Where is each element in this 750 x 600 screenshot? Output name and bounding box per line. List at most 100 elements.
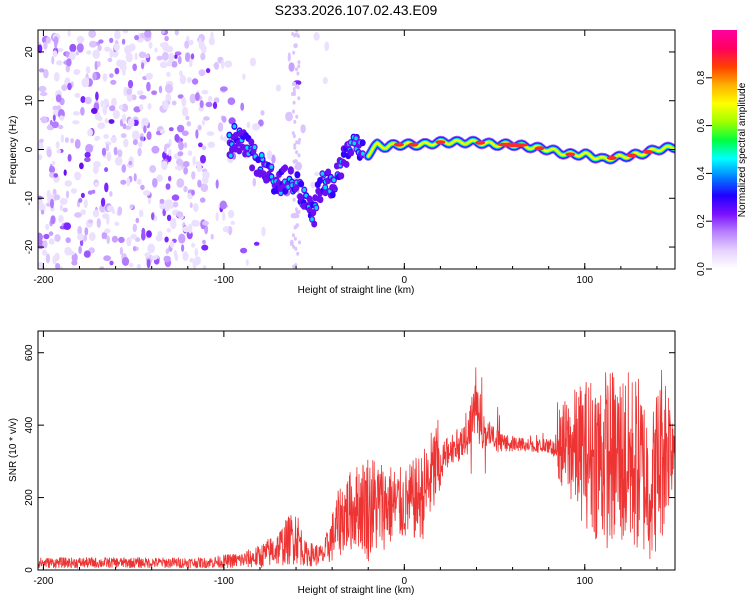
spectrogram-noise-blob	[166, 71, 171, 78]
spectrogram-noise-blob	[134, 35, 140, 41]
spectrogram-noise-blob	[74, 212, 82, 218]
spectrogram-noise-blob	[121, 164, 127, 173]
spectrogram-noise-blob	[130, 233, 137, 240]
spectrogram-noise-blob	[289, 239, 294, 247]
spectrogram-noise-blob	[54, 234, 61, 242]
spectrogram-noise-blob	[300, 124, 306, 134]
spectrogram-noise-blob	[128, 262, 134, 268]
spectrogram-noise-blob	[110, 136, 117, 143]
spectrogram-noise-blob	[109, 191, 113, 197]
spectrogram-noise-blob	[194, 248, 199, 257]
spectrogram-noise-blob	[292, 50, 296, 55]
spectrogram-ridge-blob	[331, 184, 337, 192]
spectrogram-ridge-blob	[260, 170, 267, 178]
spectrogram-noise-blob	[162, 103, 169, 110]
spectrogram-noise-blob	[147, 197, 151, 205]
spectrogram-noise-blob	[297, 96, 301, 101]
snr-series-line	[38, 367, 675, 570]
spectrogram-noise-blob	[151, 145, 160, 154]
spectrogram-noise-blob	[171, 61, 178, 68]
spectrogram-noise-blob	[72, 111, 80, 116]
spectrogram-noise-blob	[291, 31, 295, 36]
spectrogram-noise-blob	[295, 30, 299, 33]
spectrogram-noise-blob	[91, 189, 96, 194]
spectrogram-noise-blob	[122, 30, 129, 34]
spectrogram-noise-blob	[97, 44, 102, 52]
spectrogram-noise-blob	[87, 190, 93, 195]
spectrogram-noise-blob	[296, 71, 300, 76]
spectrogram-ridge-core	[354, 136, 358, 141]
snr-x-axis-label: Height of straight line (km)	[298, 585, 415, 596]
spectrogram-noise-blob	[174, 54, 178, 59]
spectrogram-noise-blob	[102, 73, 108, 82]
spectrogram-noise-blob	[60, 134, 65, 143]
spectrogram-noise-blob	[221, 116, 227, 123]
spectrogram-noise-blob	[89, 232, 96, 242]
y-tick-label: 20	[24, 46, 35, 58]
spectrogram-noise-blob	[196, 162, 202, 173]
spectrogram-noise-blob	[67, 250, 75, 256]
spectrogram-noise-blob	[137, 147, 142, 157]
spectrogram-noise-blob	[189, 93, 196, 104]
spectrogram-ridge-blob	[282, 164, 289, 172]
spectrogram-noise-blob	[100, 197, 106, 207]
spectrogram-noise-blob	[165, 143, 170, 149]
spectrogram-noise-blob	[54, 252, 60, 262]
spectrogram-noise-blob	[169, 240, 175, 248]
spectrogram-ridge-blob	[311, 220, 318, 228]
spectrogram-noise-blob	[138, 209, 144, 218]
spectrogram-ridge-blob	[287, 166, 294, 174]
spectrogram-noise-blob	[242, 73, 246, 80]
spectrogram-noise-blob	[189, 257, 195, 263]
spectrogram-noise-blob	[159, 198, 165, 204]
spectrogram-noise-blob	[184, 40, 190, 49]
spectrogram-ridge-blob	[329, 191, 336, 199]
y-tick-label: 10	[24, 95, 35, 107]
spectrogram-noise-blob	[189, 202, 193, 209]
spectrogram-noise-blob	[275, 84, 281, 92]
spectrogram-noise-blob	[159, 61, 168, 69]
spectrogram-noise-blob	[295, 150, 299, 155]
spectrogram-noise-blob	[99, 266, 105, 269]
spectrogram-noise-blob	[181, 244, 185, 252]
spectrogram-y-ticks: -20 -10 0 10 20	[24, 46, 675, 254]
spectrogram-ridge-blob	[298, 180, 305, 188]
spectrogram-noise-blob	[116, 59, 123, 67]
spectrogram-noise-blob	[132, 63, 137, 72]
spectrogram-noise-blob	[220, 86, 228, 92]
x-tick-label: -200	[33, 275, 53, 286]
spectrogram-noise-blob	[80, 209, 86, 216]
spectrogram-noise-blob	[72, 120, 80, 125]
spectrogram-noise-blob	[208, 36, 215, 46]
spectrogram-noise-blob	[64, 180, 73, 187]
spectrogram-noise-blob	[214, 61, 219, 70]
spectrogram-noise-blob	[38, 44, 43, 54]
spectrogram-noise-blob	[215, 211, 219, 222]
spectrogram-noise-blob	[162, 51, 169, 61]
spectrogram-noise-blob	[141, 231, 146, 241]
spectrogram-y-axis-label: Frequency (Hz)	[8, 116, 19, 185]
spectrogram-noise-blob	[39, 138, 44, 143]
spectrogram-noise-blob	[126, 92, 133, 102]
spectrogram-noise-blob	[103, 134, 109, 139]
spectrogram-noise-blob	[142, 190, 151, 196]
spectrogram-noise-blob	[177, 151, 184, 157]
spectrogram-noise-blob	[176, 124, 185, 133]
spectrogram-ridge-core	[269, 174, 274, 179]
spectrogram-noise-blob	[155, 234, 163, 242]
spectrogram-noise-blob	[52, 105, 59, 111]
spectrogram-noise-blob	[176, 178, 185, 188]
spectrogram-noise-blob	[41, 209, 45, 215]
spectrogram-noise-blob	[83, 250, 91, 258]
spectrogram-noise-blob	[114, 221, 120, 226]
spectrogram-noise-blob	[314, 171, 319, 177]
spectrogram-noise-blob	[50, 215, 56, 225]
spectrogram-noise-blob	[154, 47, 158, 53]
spectrogram-ridge-core	[323, 185, 328, 190]
spectrogram-noise-blob	[133, 173, 137, 182]
spectrogram-noise-blob	[240, 102, 245, 111]
snr-y-ticks: 0 200 400 600	[24, 344, 675, 573]
spectrogram-noise-blob	[112, 109, 120, 119]
spectrogram-noise-blob	[202, 265, 207, 269]
spectrogram-noise-blob	[138, 51, 147, 59]
